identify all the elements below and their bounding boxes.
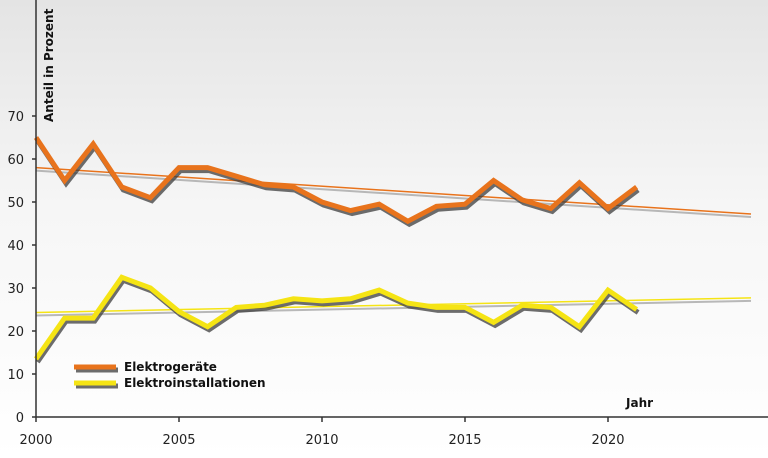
axes [35,0,768,418]
y-tick-label: 30 [7,282,24,297]
x-axis-title: Jahr [625,396,653,410]
legend-label-1: Elektroinstallationen [124,376,266,390]
trend-shadow-0 [35,169,752,219]
trend-line-0 [35,166,752,215]
x-tick-label: 2010 [305,433,338,448]
y-tick-label: 50 [7,196,24,211]
x-tick-label: 2020 [591,433,624,448]
y-tick-label: 0 [16,411,24,426]
x-ticks: 2000 2005 2010 2015 2020 [19,417,625,448]
x-tick-label: 2005 [162,433,195,448]
y-tick-label: 60 [7,153,24,168]
legend: Elektrogeräte Elektroinstallationen [74,360,266,390]
y-axis-title: Anteil in Prozent [42,8,56,122]
y-tick-label: 20 [7,325,24,340]
trend-line-1 [35,297,752,314]
y-tick-label: 10 [7,368,24,383]
trend-lines [35,166,752,317]
x-tick-label: 2000 [19,433,52,448]
series-lines [33,136,640,364]
y-tick-label: 70 [7,110,24,125]
legend-label-0: Elektrogeräte [124,360,217,374]
series-line-0 [33,136,639,225]
y-tick-label: 40 [7,239,24,254]
series-line-1 [33,274,639,361]
y-ticks: 0 10 20 30 40 50 60 70 [7,110,36,426]
x-tick-label: 2015 [448,433,481,448]
